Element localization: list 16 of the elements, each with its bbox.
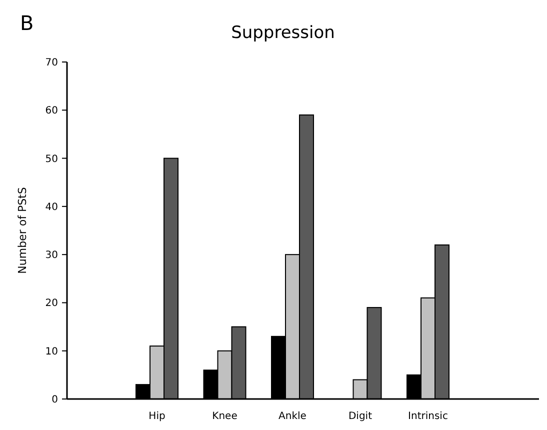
y-tick-label: 50 bbox=[45, 154, 58, 165]
x-tick-label: Intrinsic bbox=[408, 411, 448, 422]
y-tick-label: 0 bbox=[52, 394, 58, 406]
y-tick-label: 10 bbox=[45, 346, 58, 358]
chart-title: Suppression bbox=[231, 23, 335, 43]
y-tick-label: 20 bbox=[45, 298, 58, 310]
y-tick-label: 30 bbox=[45, 250, 58, 262]
x-tick-label: Knee bbox=[212, 411, 238, 422]
y-tick-label: 60 bbox=[45, 106, 58, 117]
y-axis-title: Number of PStS bbox=[16, 187, 29, 274]
x-tick-label: Hip bbox=[148, 411, 166, 422]
y-tick-label: 70 bbox=[45, 58, 58, 68]
text: B bbox=[20, 11, 34, 35]
x-tick-label: Digit bbox=[348, 411, 372, 422]
y-tick-label: 40 bbox=[45, 202, 58, 213]
x-tick-label: Ankle bbox=[278, 411, 306, 422]
